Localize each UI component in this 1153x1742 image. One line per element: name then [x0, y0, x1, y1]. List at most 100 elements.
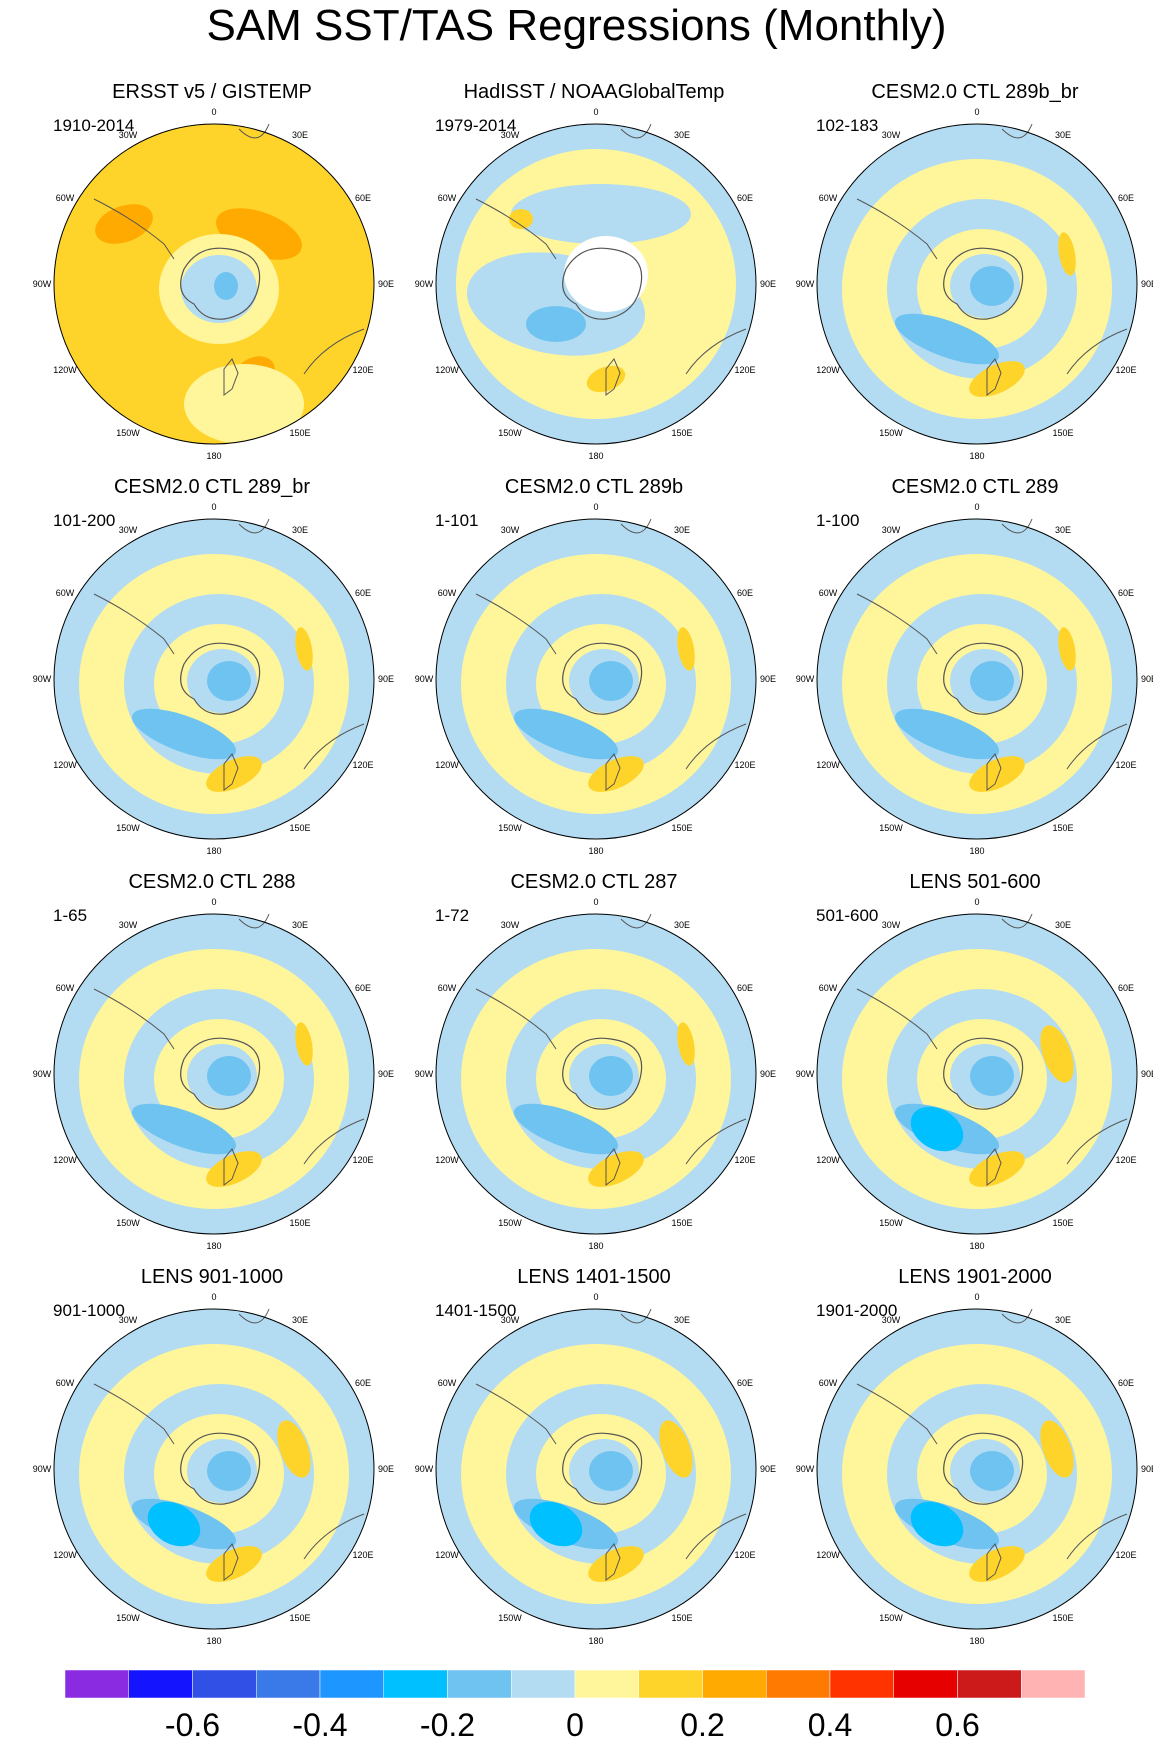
- panel-title: LENS 501-600: [909, 871, 1041, 893]
- polar-map: 0 30E 60E 90E 120E 150E 180 150W 120W 90W 60W 30W: [33, 897, 394, 1250]
- positive-region: [206, 1151, 262, 1187]
- longitude-label: 120E: [1115, 1155, 1136, 1165]
- australia-outline: [685, 328, 747, 375]
- map-border: [435, 123, 757, 445]
- panel-title: CESM2.0 CTL 289_br: [113, 476, 310, 498]
- longitude-label: 180: [206, 451, 221, 460]
- longitude-label: 90E: [378, 674, 394, 684]
- antarctica-outline: [943, 642, 1024, 715]
- africa-outline: [1001, 123, 1033, 139]
- new-zealand-outline: [223, 358, 239, 396]
- longitude-label: 120E: [1115, 365, 1136, 375]
- longitude-label: 90W: [415, 674, 434, 684]
- longitude-label: 30E: [292, 525, 308, 535]
- positive-region: [1040, 1025, 1074, 1083]
- longitude-label: 150W: [879, 1218, 903, 1228]
- longitude-label: 60W: [438, 983, 457, 993]
- colorbar-tick-label: 0.4: [808, 1707, 852, 1742]
- longitude-label: 30W: [882, 525, 901, 535]
- colorbar-tick-label: 0: [566, 1707, 584, 1742]
- negative-region: [131, 708, 237, 760]
- map-border: [53, 913, 375, 1235]
- polar-map: 0 30E 60E 90E 120E 150E 180 150W 120W 90W 60W 30W: [415, 1292, 776, 1645]
- south-america-outline: [93, 1383, 175, 1445]
- longitude-label: 30W: [882, 920, 901, 930]
- longitude-label: 150W: [116, 1218, 140, 1228]
- longitude-label: 90E: [378, 279, 394, 289]
- negative-region: [589, 1451, 633, 1491]
- longitude-label: 0: [593, 502, 598, 512]
- longitude-label: 150E: [289, 1613, 310, 1623]
- longitude-label: 60W: [819, 1378, 838, 1388]
- panel-title: LENS 1401-1500: [517, 1266, 671, 1288]
- longitude-label: 0: [211, 502, 216, 512]
- map-panel: ERSST v5 / GISTEMP 1910-2014 0 30E 60E 90E 120…: [20, 0, 404, 460]
- africa-outline: [238, 123, 270, 139]
- longitude-label: 180: [969, 1241, 984, 1250]
- panel-years: 1979-2014: [435, 116, 517, 135]
- polar-map: 0 30E 60E 90E 120E 150E 180 150W 120W 90W 60W 30W: [415, 502, 776, 855]
- colorbar-box: [574, 1669, 639, 1699]
- longitude-label: 30E: [1055, 1315, 1071, 1325]
- australia-outline: [303, 1118, 365, 1165]
- antarctica-outline: [562, 1037, 643, 1110]
- panel-years: 101-200: [53, 511, 116, 530]
- antarctica-outline: [562, 1432, 643, 1505]
- positive-region: [1040, 1420, 1074, 1478]
- longitude-label: 60E: [1118, 1378, 1134, 1388]
- negative-region: [526, 306, 586, 342]
- map-border: [435, 518, 757, 840]
- map-border: [435, 913, 757, 1235]
- colorbar-box: [511, 1669, 576, 1699]
- negative-region: [970, 1451, 1014, 1491]
- longitude-label: 0: [211, 107, 216, 117]
- negative-region: [894, 708, 1000, 760]
- australia-outline: [685, 1118, 747, 1165]
- longitude-label: 120W: [816, 1550, 840, 1560]
- africa-outline: [1001, 518, 1033, 534]
- longitude-label: 90W: [33, 674, 52, 684]
- longitude-label: 0: [211, 1292, 216, 1302]
- positive-region: [969, 1546, 1025, 1582]
- colorbar-tick-label: 0.2: [680, 1707, 724, 1742]
- figure-title: SAM SST/TAS Regressions (Monthly): [206, 1, 947, 50]
- new-zealand-outline: [986, 1148, 1002, 1186]
- antarctica-outline: [562, 247, 643, 320]
- positive-region: [677, 627, 695, 671]
- longitude-label: 60W: [819, 193, 838, 203]
- longitude-label: 30W: [882, 1315, 901, 1325]
- longitude-label: 120E: [1115, 760, 1136, 770]
- longitude-label: 150W: [498, 823, 522, 833]
- map-panel: LENS 1401-1500 1401-1500 0 30E 60E 90E 120E 150…: [402, 1185, 786, 1645]
- negative-region: [207, 1451, 251, 1491]
- longitude-label: 150W: [498, 428, 522, 438]
- longitude-label: 0: [974, 1292, 979, 1302]
- longitude-label: 120W: [53, 760, 77, 770]
- longitude-label: 180: [588, 846, 603, 855]
- colorbar-box: [702, 1669, 767, 1699]
- longitude-label: 90W: [415, 279, 434, 289]
- negative-region: [214, 272, 238, 300]
- longitude-label: 150W: [879, 428, 903, 438]
- longitude-label: 180: [588, 1636, 603, 1645]
- colorbar-tick-label: -0.6: [165, 1707, 220, 1742]
- positive-region: [588, 1151, 644, 1187]
- positive-region: [588, 1546, 644, 1582]
- longitude-label: 180: [206, 846, 221, 855]
- longitude-label: 90W: [415, 1069, 434, 1079]
- longitude-label: 60W: [56, 983, 75, 993]
- longitude-label: 30W: [501, 1315, 520, 1325]
- africa-outline: [620, 913, 652, 929]
- antarctica-outline: [180, 247, 261, 320]
- negative-region: [970, 661, 1014, 701]
- polar-map: 0 30E 60E 90E 120E 150E 180 150W 120W 90W 60W 30W: [33, 107, 394, 460]
- field-layer: [817, 1309, 1137, 1629]
- africa-outline: [620, 1308, 652, 1324]
- colorbar-box: [319, 1669, 384, 1699]
- africa-outline: [1001, 913, 1033, 929]
- longitude-label: 60E: [737, 193, 753, 203]
- africa-outline: [238, 913, 270, 929]
- longitude-label: 90E: [760, 1464, 776, 1474]
- longitude-label: 60E: [737, 983, 753, 993]
- antarctica-outline: [943, 1432, 1024, 1505]
